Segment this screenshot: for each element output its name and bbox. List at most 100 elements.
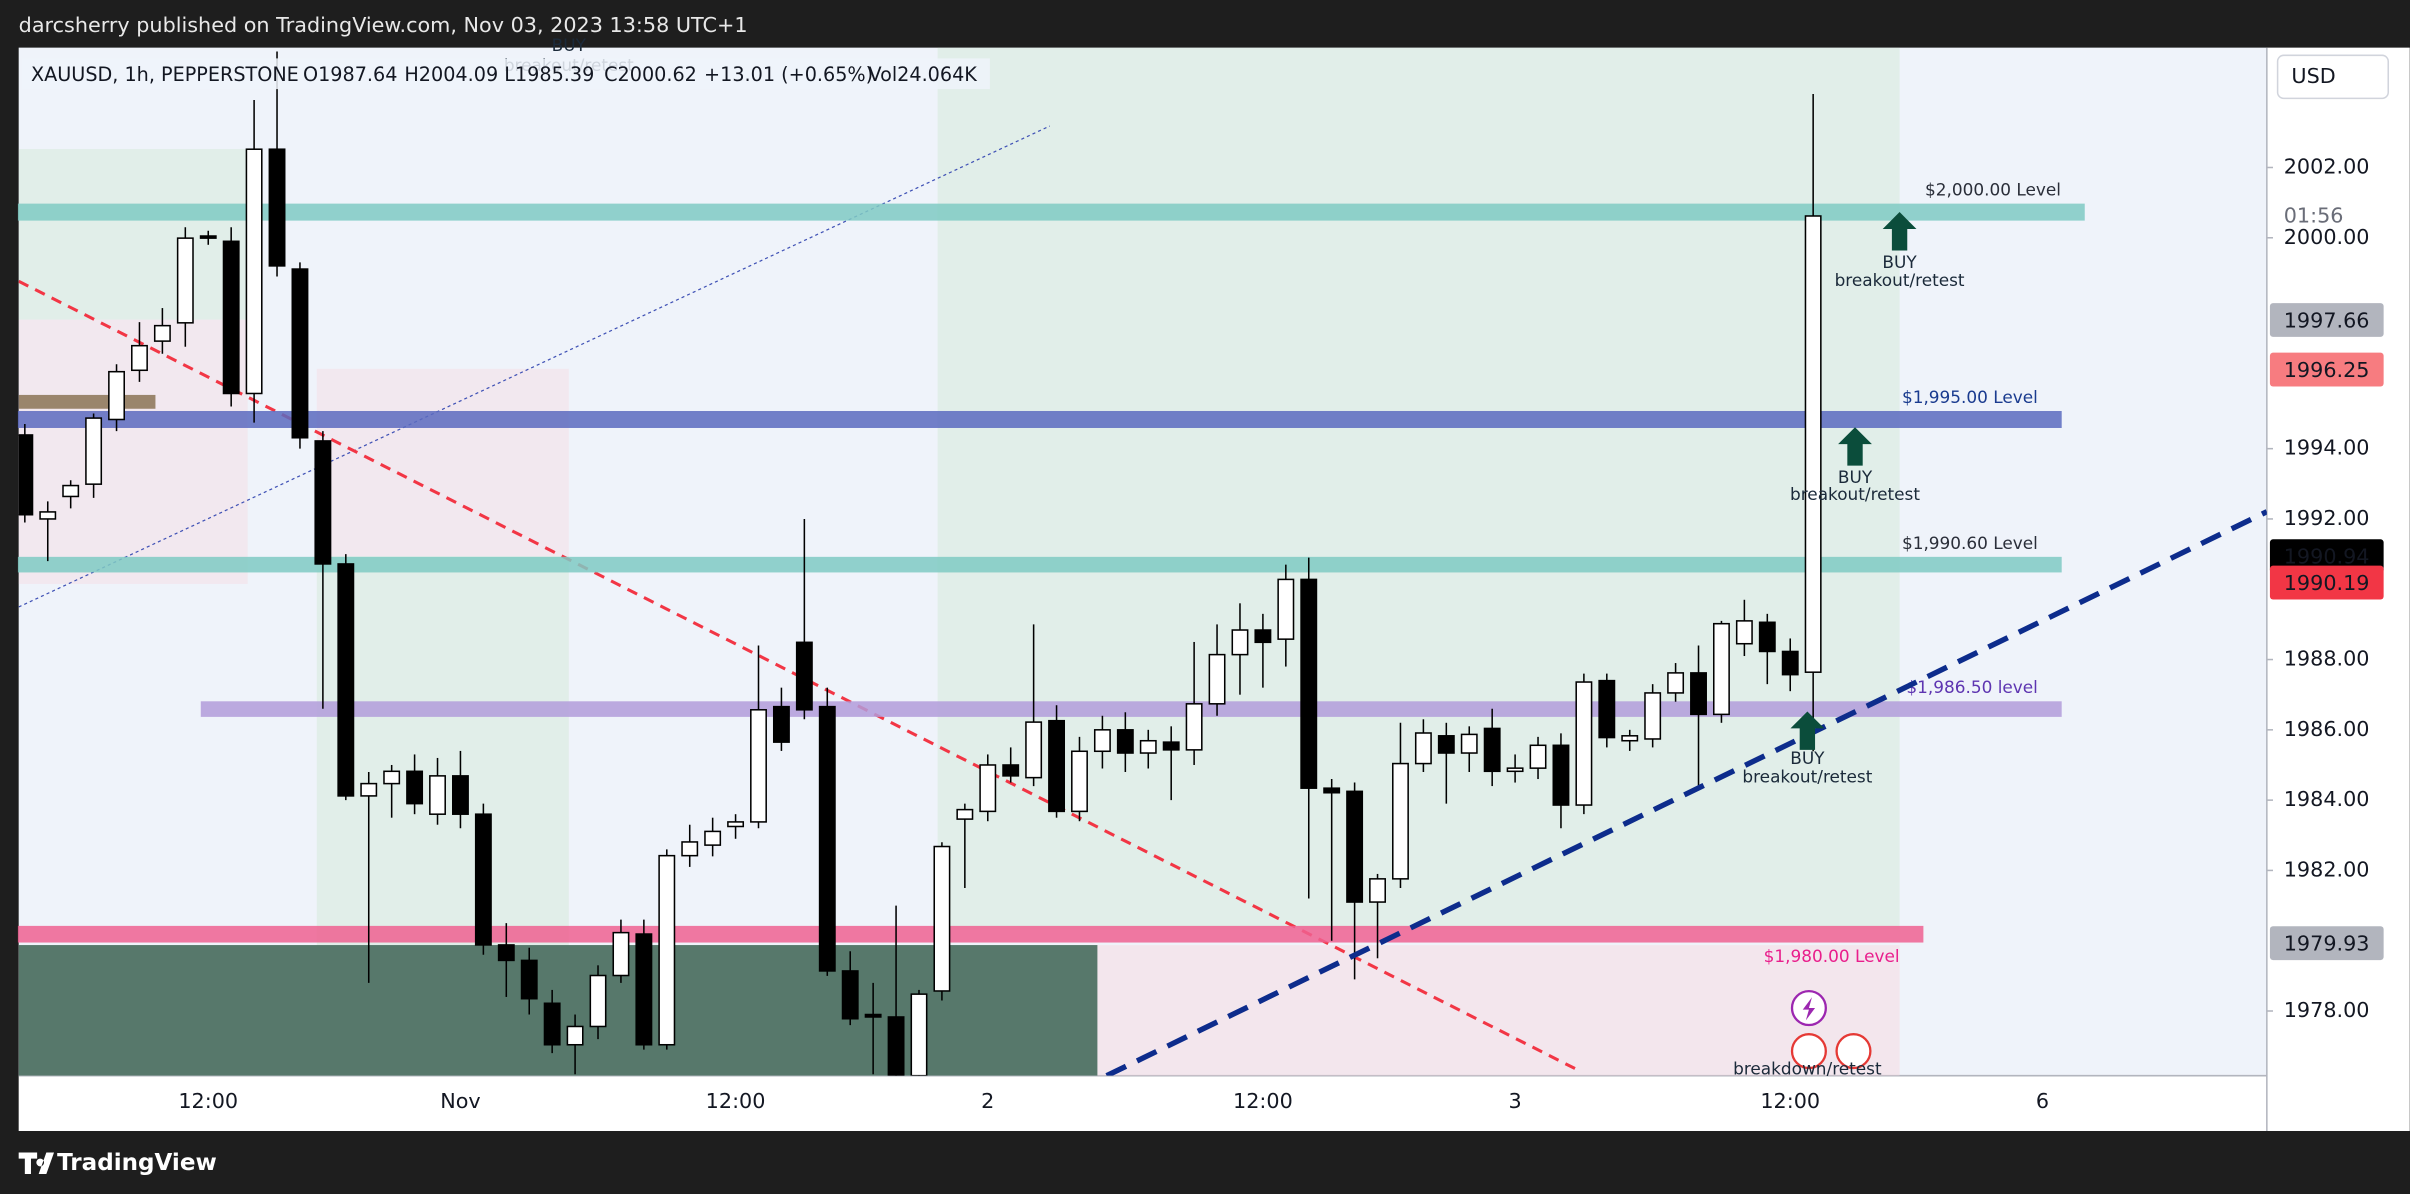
annotation: breakout/retest	[1835, 270, 1965, 290]
y-tick-label: 1982.00	[2284, 857, 2370, 881]
currency-button[interactable]	[2276, 54, 2390, 100]
candle-body	[1621, 735, 1639, 742]
candle-body	[1644, 692, 1662, 740]
zone	[1097, 945, 1900, 1076]
candle-body	[681, 841, 699, 857]
candle-body	[291, 268, 309, 439]
level-band	[17, 556, 2062, 573]
brand: TradingView	[57, 1150, 217, 1176]
candle-body	[1804, 215, 1822, 673]
candle-body	[245, 148, 263, 395]
candle-body	[1667, 672, 1685, 694]
candle-body	[474, 813, 492, 946]
candle-body	[222, 240, 240, 395]
event-flag[interactable]	[1835, 1033, 1872, 1070]
candle-body	[933, 845, 951, 992]
candle-body	[1758, 621, 1776, 653]
candle-body	[39, 511, 57, 520]
candle-body	[1346, 790, 1364, 903]
candle-body	[1139, 739, 1157, 754]
zone	[937, 47, 1900, 930]
y-tick-label: 1978.00	[2284, 998, 2370, 1022]
annotation: BUY	[1838, 467, 1873, 487]
y-tick-label: 1984.00	[2284, 787, 2370, 811]
candle-body	[979, 764, 997, 813]
buy-arrow	[1790, 711, 1825, 750]
symbol: XAUUSD, 1h, PEPPERSTONE	[31, 63, 299, 86]
countdown-bg	[2269, 198, 2406, 236]
y-tick-label: 1986.00	[2284, 717, 2370, 741]
candle-body	[1116, 729, 1134, 754]
candle-body	[1093, 729, 1111, 753]
candle-body	[1598, 679, 1616, 739]
x-tick-label: 6	[2036, 1089, 2049, 1113]
level-label: $2,000.00 Level	[1925, 180, 2061, 200]
y-tick-label: 2002.00	[2284, 154, 2370, 178]
candle-body	[1254, 629, 1272, 644]
candle-body	[1506, 767, 1524, 773]
x-tick-label: 12:00	[706, 1089, 766, 1113]
candle-body	[704, 830, 722, 846]
candle-body	[1300, 578, 1318, 789]
countdown: 01:56	[2284, 204, 2344, 228]
level-label: $1,990.60 Level	[1902, 533, 2038, 553]
y-tick-label: 1994.00	[2284, 436, 2370, 460]
price-badge	[2269, 565, 2384, 600]
candle-body	[268, 148, 286, 267]
level-band	[17, 925, 1924, 943]
candle-body	[360, 782, 378, 797]
candle-body	[1048, 719, 1066, 813]
candle-body	[543, 1002, 561, 1046]
annotation: breakdown/retest	[1733, 1059, 1882, 1079]
candle-body	[1162, 741, 1180, 751]
candle-body	[1483, 727, 1501, 773]
annotation: BUY	[552, 35, 587, 55]
candle-body	[497, 944, 515, 962]
candle-body	[635, 933, 653, 1046]
x-tick-label: 12:00	[178, 1089, 238, 1113]
candle-body	[520, 959, 538, 1000]
candle-body	[176, 237, 194, 324]
legend: XAUUSD, 1h, PEPPERSTONE O1987.64 H2004.0…	[21, 58, 990, 90]
annotation: BUY	[1882, 252, 1917, 272]
x-tick-label: 2	[981, 1089, 994, 1113]
legend-bg	[21, 58, 990, 90]
candle-body	[1323, 787, 1341, 794]
price-badge	[2269, 926, 2384, 961]
price-badge	[2269, 539, 2384, 574]
candle-body	[1369, 878, 1386, 903]
candle-body	[1071, 750, 1088, 813]
candle-body	[1712, 622, 1730, 716]
candle-body	[451, 775, 469, 815]
level-label: $1,980.00 Level	[1764, 946, 1900, 966]
candle-body	[199, 235, 217, 239]
event-flag[interactable]	[1790, 1033, 1827, 1070]
ohlc: L1985.39	[504, 63, 594, 86]
annotation: BUY	[1790, 748, 1825, 768]
ohlc: C2000.62	[604, 63, 697, 86]
level-label: $1,995.00 Level	[1902, 387, 2038, 407]
candle-body	[658, 854, 676, 1046]
candle-body	[589, 974, 607, 1028]
candle-body	[795, 641, 813, 711]
y-tick-label: 2000.00	[2284, 225, 2370, 249]
candle-body	[566, 1025, 584, 1046]
ohlc: O1987.64	[303, 63, 397, 86]
y-tick-label: 1992.00	[2284, 506, 2370, 530]
candle-body	[612, 931, 630, 977]
candle-body	[1277, 578, 1295, 640]
overlay	[1105, 212, 2267, 1076]
candle-body	[1025, 721, 1043, 779]
candles	[18, 51, 1822, 1076]
price-badge-label: 1996.25	[2284, 358, 2370, 382]
zone	[316, 368, 569, 557]
candle-body	[1185, 703, 1203, 751]
candle-body	[314, 440, 332, 565]
candle-body	[1231, 629, 1249, 656]
candle-body	[1690, 672, 1707, 716]
candle-body	[887, 1016, 905, 1076]
candle-body	[1460, 733, 1478, 754]
candle-body	[1208, 653, 1226, 705]
candle-body	[727, 821, 745, 828]
candle-body	[1437, 735, 1455, 754]
